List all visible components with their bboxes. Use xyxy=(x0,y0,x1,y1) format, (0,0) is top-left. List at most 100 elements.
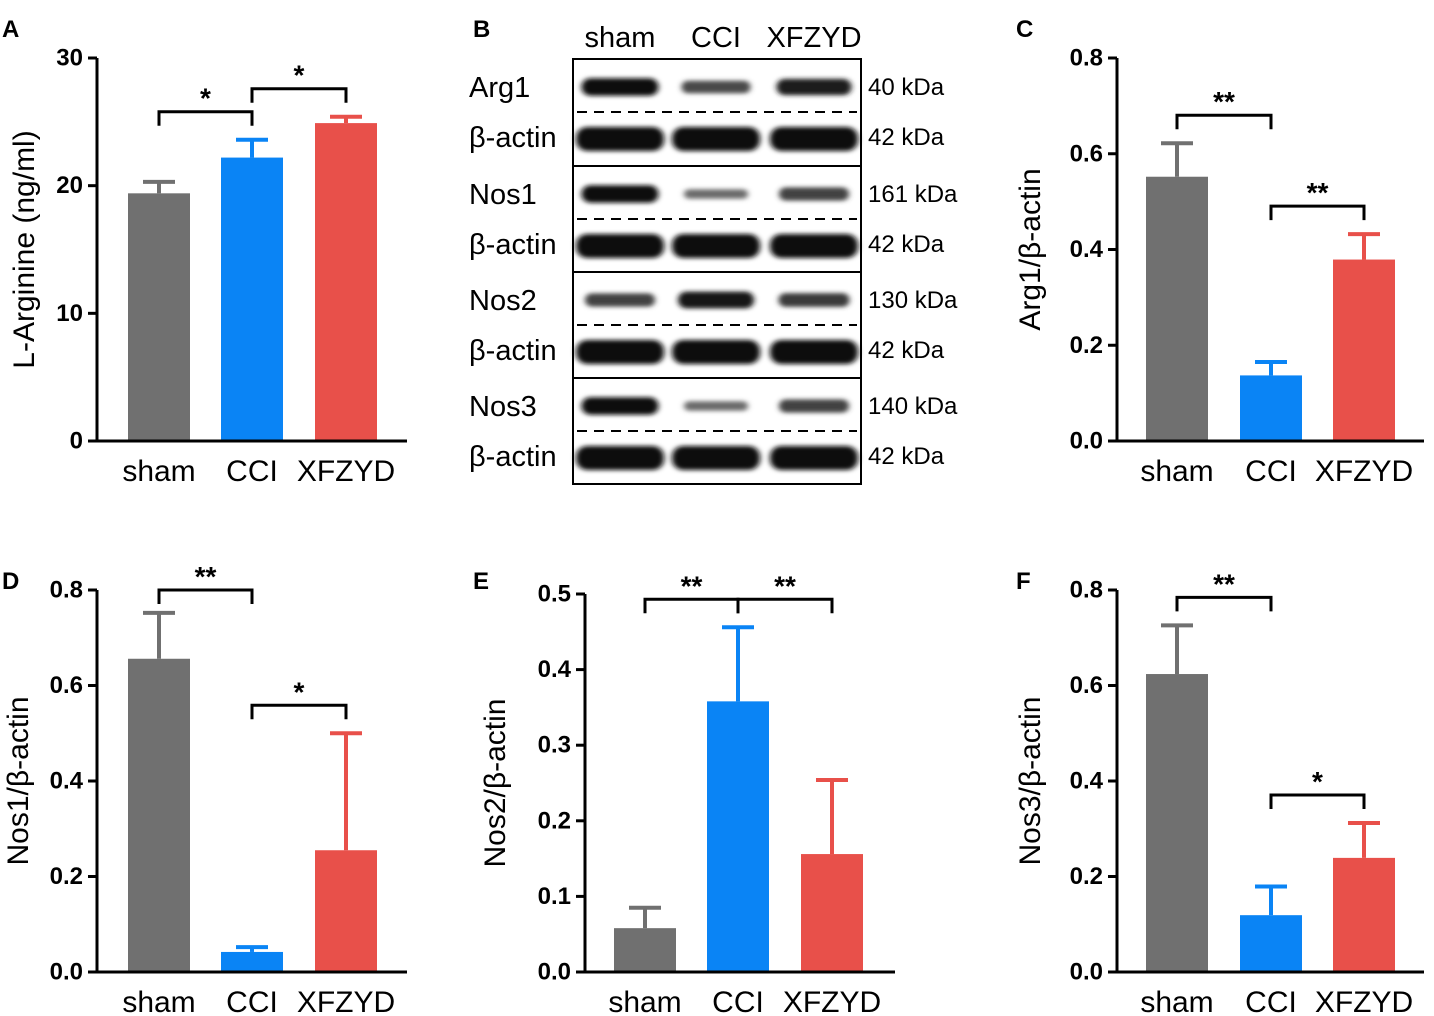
protein-band-beta-actin xyxy=(770,234,858,258)
y-tick-label: 0.2 xyxy=(50,863,83,890)
bar-sham xyxy=(128,658,190,972)
target-kda-label: 140 kDa xyxy=(868,393,958,420)
control-label: β-actin xyxy=(469,229,557,261)
bar-xfzyd xyxy=(315,123,377,442)
x-tick-label-xfzyd: XFZYD xyxy=(297,455,395,488)
significance-bracket xyxy=(157,588,254,604)
significance-bracket xyxy=(643,597,740,614)
y-tick-label: 0.6 xyxy=(1070,140,1103,167)
panel-letter: B xyxy=(473,16,490,43)
y-tick-label: 20 xyxy=(56,172,83,199)
y-tick-label: 0.8 xyxy=(1070,577,1103,604)
protein-band-arg1 xyxy=(681,80,751,94)
control-label: β-actin xyxy=(469,122,557,154)
significance-label: ** xyxy=(774,570,796,601)
lane-label-xfzyd: XFZYD xyxy=(766,22,861,54)
significance-bracket xyxy=(1175,113,1273,130)
significance-label: * xyxy=(1312,766,1323,797)
protein-band-beta-actin xyxy=(576,127,664,151)
significance-bracket xyxy=(250,87,348,103)
chart-panel-a: A 0 10 20 30 sham CCI XFZYD L-Arginine (ng/ml) * * xyxy=(2,16,407,488)
protein-band-nos2 xyxy=(778,293,850,307)
protein-band-nos1 xyxy=(684,189,748,199)
y-tick-label: 0 xyxy=(70,428,83,455)
significance-bracket xyxy=(250,703,348,720)
bar-cci xyxy=(707,701,769,972)
chart-panel-e: E 0.0 0.1 0.2 0.3 0.4 0.5 sham CCI XFZYD Nos2/β-ac… xyxy=(473,568,895,1016)
target-kda-label: 130 kDa xyxy=(868,287,958,314)
y-axis-title: Arg1/β-actin xyxy=(1014,168,1047,330)
y-tick-label: 0.2 xyxy=(1070,332,1103,359)
protein-band-beta-actin xyxy=(672,234,760,258)
y-axis-title: L-Arginine (ng/ml) xyxy=(8,130,41,368)
protein-band-beta-actin xyxy=(672,127,760,151)
target-label: Arg1 xyxy=(469,72,530,104)
protein-band-arg1 xyxy=(776,78,852,96)
x-tick-label-cci: CCI xyxy=(1245,986,1297,1016)
y-tick-label: 0.4 xyxy=(1070,236,1104,263)
significance-label: ** xyxy=(1307,177,1329,208)
y-tick-label: 0.0 xyxy=(50,959,83,986)
bar-sham xyxy=(1146,176,1208,442)
x-tick-label-cci: CCI xyxy=(226,455,278,488)
panel-letter: E xyxy=(473,568,489,595)
y-tick-label: 0.3 xyxy=(538,732,571,759)
significance-label: ** xyxy=(1213,568,1235,599)
blot-block-nos1: Nos1 β-actin 161 kDa 42 kDa xyxy=(469,165,958,261)
bar-sham xyxy=(128,193,190,441)
y-tick-label: 10 xyxy=(56,300,83,327)
bar-cci xyxy=(221,951,283,972)
y-tick-label: 0.8 xyxy=(50,577,83,604)
y-tick-label: 0.6 xyxy=(1070,672,1103,699)
panel-letter: A xyxy=(2,16,19,43)
significance-bracket xyxy=(736,597,834,614)
bar-cci xyxy=(1240,375,1302,441)
x-tick-label-sham: sham xyxy=(122,455,195,488)
y-tick-label: 0.1 xyxy=(538,883,571,910)
y-tick-label: 0.4 xyxy=(50,768,84,795)
x-tick-label-sham: sham xyxy=(608,986,681,1016)
x-tick-label-xfzyd: XFZYD xyxy=(1315,986,1413,1016)
panel-letter: C xyxy=(1016,16,1033,43)
significance-bracket xyxy=(1175,595,1273,612)
target-kda-label: 161 kDa xyxy=(868,181,958,208)
significance-label: ** xyxy=(1213,86,1235,117)
y-tick-label: 0.0 xyxy=(1070,428,1103,455)
y-tick-label: 0.6 xyxy=(50,672,83,699)
y-axis-title: Nos1/β-actin xyxy=(2,697,35,866)
x-tick-label-sham: sham xyxy=(1140,455,1213,488)
y-tick-label: 0.8 xyxy=(1070,45,1103,72)
y-tick-label: 0.2 xyxy=(538,807,571,834)
y-tick-label: 30 xyxy=(56,45,83,72)
lane-label-cci: CCI xyxy=(691,22,741,54)
protein-band-nos3 xyxy=(581,397,659,415)
control-kda-label: 42 kDa xyxy=(868,231,945,258)
x-tick-label-xfzyd: XFZYD xyxy=(783,986,881,1016)
significance-label: * xyxy=(294,676,305,707)
bar-sham xyxy=(1146,674,1208,972)
chart-panel-c: C 0.0 0.2 0.4 0.6 0.8 sham CCI XFZYD Arg1/β-actin… xyxy=(1014,16,1424,488)
y-tick-label: 0.0 xyxy=(538,959,571,986)
bar-cci xyxy=(1240,915,1302,972)
protein-band-beta-actin xyxy=(576,234,664,258)
significance-label: * xyxy=(294,60,305,91)
protein-band-arg1 xyxy=(581,78,659,96)
protein-band-beta-actin xyxy=(770,340,858,364)
significance-label: * xyxy=(200,83,211,114)
protein-band-beta-actin xyxy=(672,446,760,470)
bar-xfzyd xyxy=(315,850,377,972)
target-label: Nos3 xyxy=(469,391,537,423)
y-tick-label: 0.2 xyxy=(1070,863,1103,890)
bar-xfzyd xyxy=(1333,857,1395,972)
protein-band-nos1 xyxy=(779,187,849,201)
protein-band-beta-actin xyxy=(576,340,664,364)
protein-band-nos3 xyxy=(684,401,748,411)
protein-band-nos2 xyxy=(678,291,754,309)
y-axis-title: Nos2/β-actin xyxy=(479,699,512,868)
y-axis-title: Nos3/β-actin xyxy=(1014,697,1047,866)
significance-bracket xyxy=(157,110,254,126)
blot-block-nos2: Nos2 β-actin 130 kDa 42 kDa xyxy=(469,271,958,367)
